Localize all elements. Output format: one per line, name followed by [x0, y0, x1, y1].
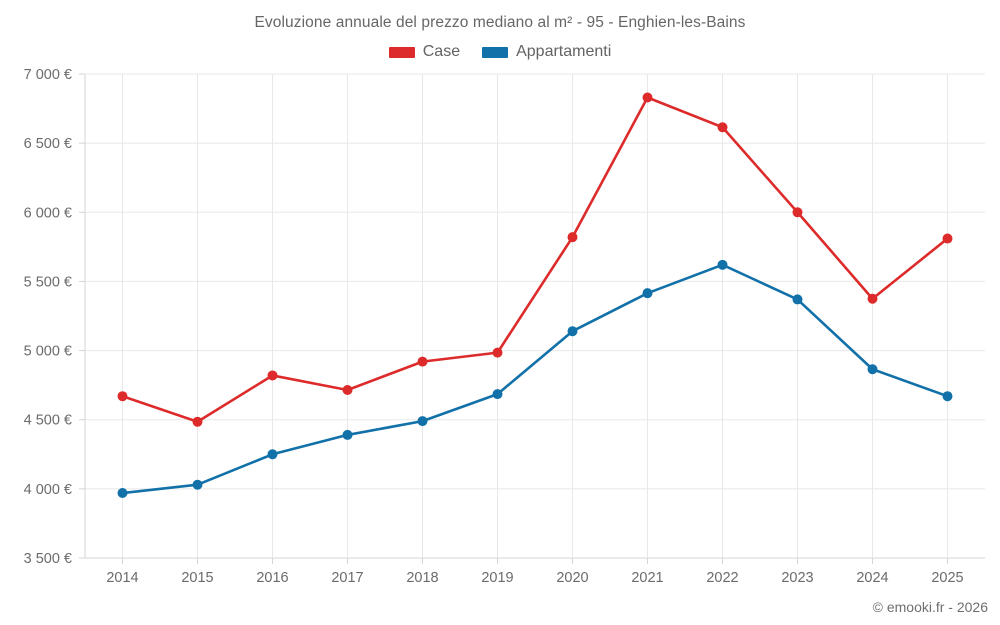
gridlines — [85, 73, 985, 559]
legend-item-case[interactable]: Case — [388, 43, 461, 61]
data-point-marker[interactable] — [642, 92, 653, 103]
data-point-marker[interactable] — [867, 293, 878, 304]
x-axis-tick-label: 2015 — [181, 570, 213, 586]
data-point-marker[interactable] — [267, 370, 278, 381]
data-point-marker[interactable] — [267, 449, 278, 460]
data-point-marker[interactable] — [342, 384, 353, 395]
x-axis-tick-label: 2022 — [706, 570, 738, 586]
axis-lines — [79, 73, 985, 564]
legend-label-case: Case — [422, 43, 461, 60]
y-axis-tick-label: 5 500 € — [24, 274, 72, 290]
data-point-marker[interactable] — [417, 416, 428, 427]
y-axis-tick-label: 4 000 € — [24, 482, 72, 498]
data-point-marker[interactable] — [942, 391, 953, 402]
data-point-marker[interactable] — [492, 347, 503, 358]
x-axis-tick-label: 2025 — [931, 570, 963, 586]
data-point-marker[interactable] — [792, 207, 803, 218]
data-point-marker[interactable] — [117, 488, 128, 499]
chart-credit: © emooki.fr - 2026 — [872, 599, 988, 615]
data-point-marker[interactable] — [867, 364, 878, 375]
data-point-marker[interactable] — [642, 288, 653, 299]
y-axis-tick-label: 5 000 € — [24, 344, 72, 360]
data-point-marker[interactable] — [567, 326, 578, 337]
y-axis-tick-label: 7 000 € — [24, 67, 72, 83]
data-series-layer — [117, 92, 953, 499]
data-point-marker[interactable] — [192, 416, 203, 427]
x-axis-tick-label: 2020 — [556, 570, 588, 586]
data-point-marker[interactable] — [567, 232, 578, 243]
data-point-marker[interactable] — [942, 233, 953, 244]
series-line-case — [121, 96, 949, 424]
legend-swatch-appartamenti — [482, 46, 509, 58]
x-axis-tick-label: 2023 — [781, 570, 813, 586]
y-axis-tick-labels: 7 000 € 6 500 € 6 000 € 5 500 € 5 000 € 4 500… — [24, 67, 72, 567]
data-point-marker[interactable] — [492, 389, 503, 400]
data-point-marker[interactable] — [792, 294, 803, 305]
series-line-appartamenti — [121, 263, 949, 495]
data-point-marker[interactable] — [717, 259, 728, 270]
x-axis-tick-labels: 2014 2015 2016 2017 2018 2019 2020 2021 2022 2023… — [106, 570, 963, 586]
chart-legend: Case Appartamenti — [0, 43, 1000, 61]
x-axis-tick-label: 2024 — [856, 570, 888, 586]
legend-item-appartamenti[interactable]: Appartamenti — [482, 43, 611, 61]
y-axis-tick-label: 3 500 € — [24, 551, 72, 567]
data-point-marker[interactable] — [417, 356, 428, 367]
y-axis-tick-label: 6 000 € — [24, 205, 72, 221]
x-axis-tick-label: 2021 — [631, 570, 663, 586]
data-point-marker[interactable] — [192, 479, 203, 490]
legend-swatch-case — [388, 46, 415, 58]
y-axis-tick-label: 6 500 € — [24, 136, 72, 152]
x-axis-tick-label: 2014 — [106, 570, 138, 586]
x-axis-tick-label: 2018 — [406, 570, 438, 586]
data-point-marker[interactable] — [342, 429, 353, 440]
data-point-marker[interactable] — [117, 391, 128, 402]
legend-label-appartamenti: Appartamenti — [516, 43, 612, 60]
x-axis-tick-label: 2019 — [481, 570, 513, 586]
chart-title: Evoluzione annuale del prezzo mediano al… — [254, 14, 746, 31]
y-axis-tick-label: 4 500 € — [24, 413, 72, 429]
x-axis-tick-label: 2017 — [331, 570, 363, 586]
x-axis-tick-label: 2016 — [256, 570, 288, 586]
data-point-marker[interactable] — [717, 122, 728, 133]
